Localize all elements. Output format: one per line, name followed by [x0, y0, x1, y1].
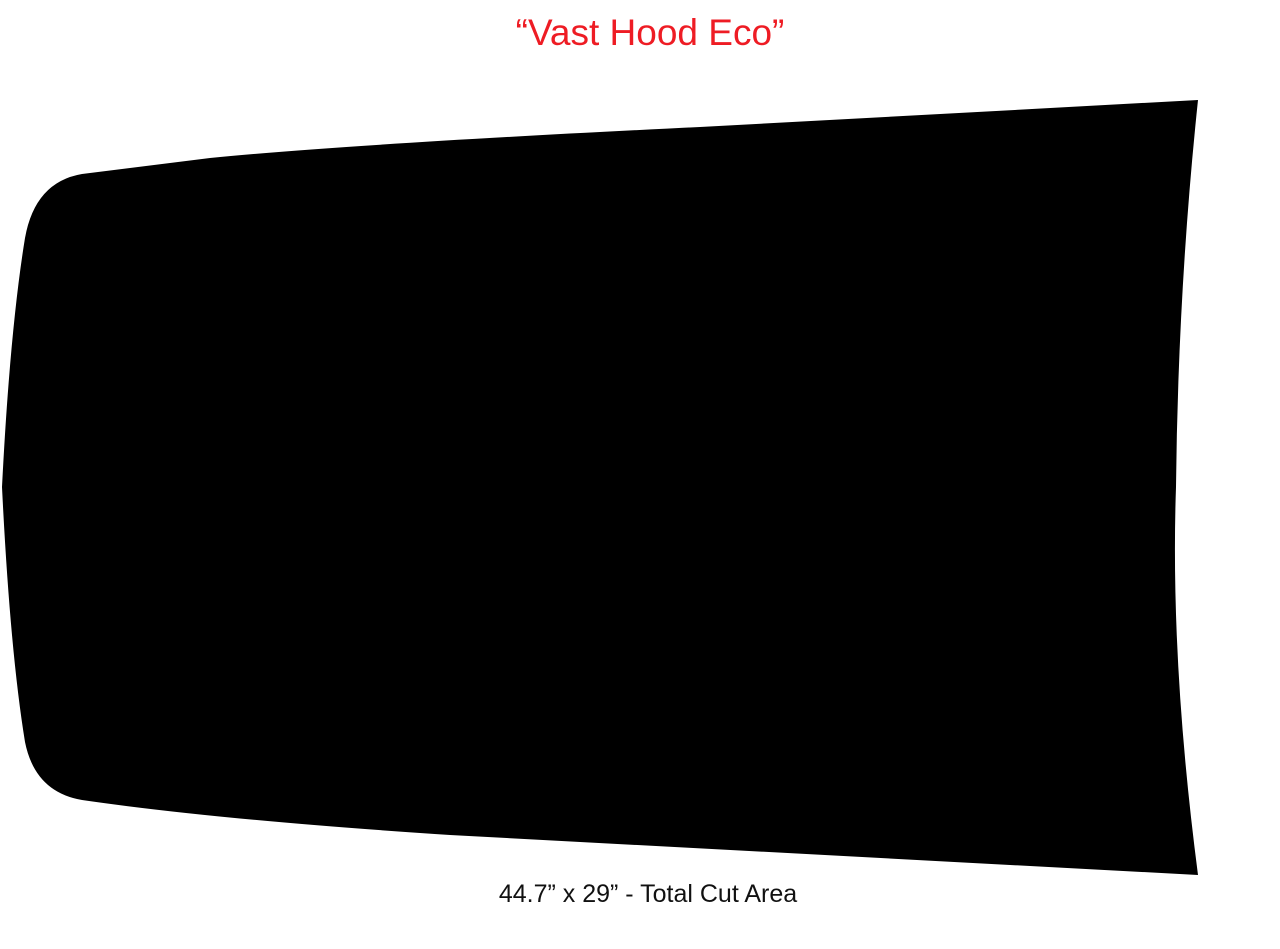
cut-area-caption: 44.7” x 29” - Total Cut Area	[498, 880, 798, 908]
decal-title: “Vast Hood Eco”	[515, 12, 785, 53]
hood-decal-shape	[2, 100, 1198, 875]
